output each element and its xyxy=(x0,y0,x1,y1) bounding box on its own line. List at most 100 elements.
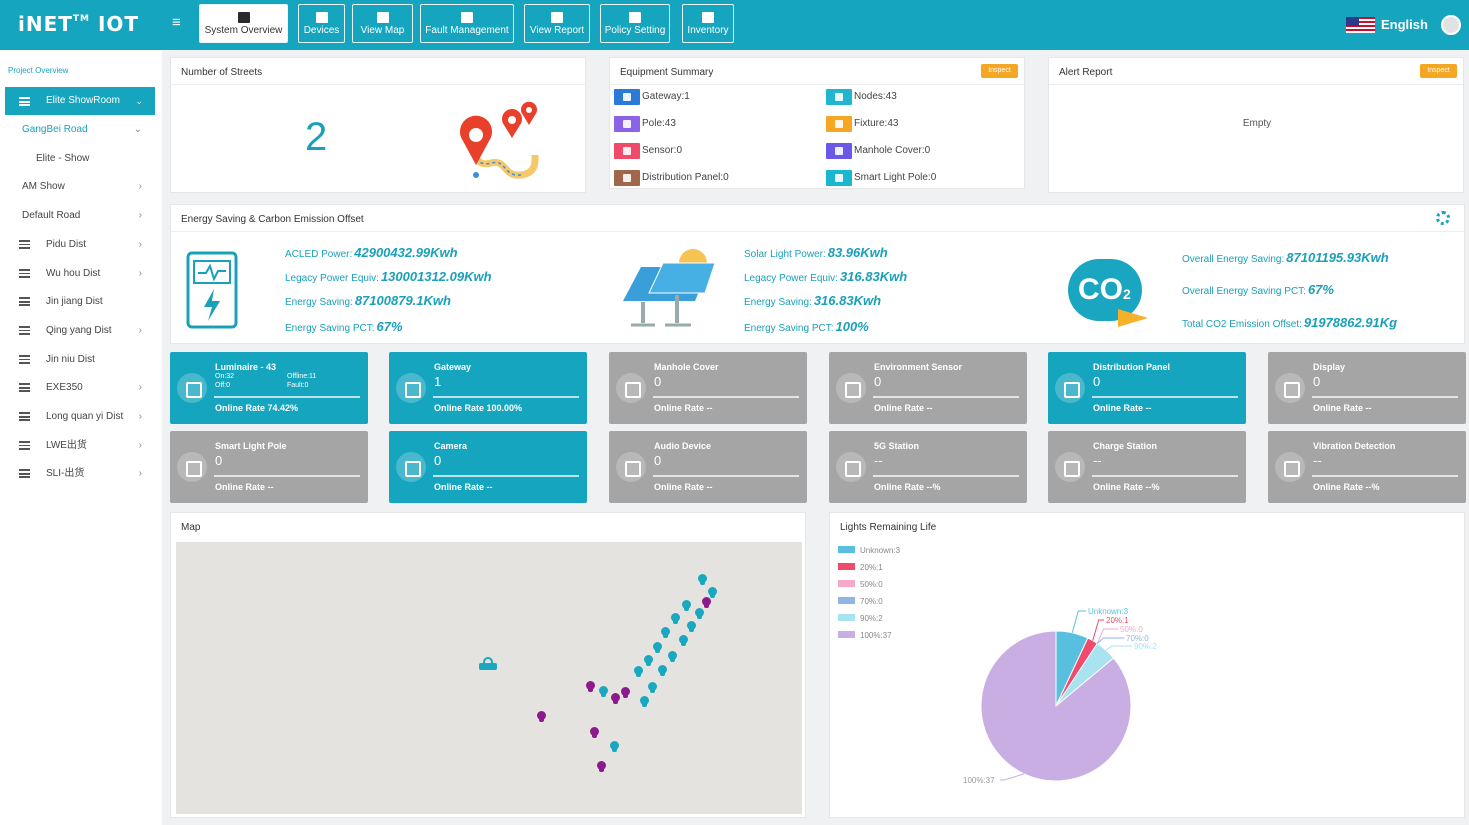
map-light-pin[interactable] xyxy=(611,693,620,704)
sidebar-item-elite-showroom[interactable]: Elite ShowRoom ⌄ xyxy=(5,87,155,115)
sidebar-item-default-road[interactable]: Default Road › xyxy=(0,206,162,226)
sidebar-item-sli[interactable]: SLI-出货 › xyxy=(0,464,162,484)
nav-view-map[interactable]: View Map xyxy=(352,4,413,43)
led-display-icon xyxy=(1275,373,1305,403)
map-light-pin[interactable] xyxy=(661,627,670,638)
language-selector[interactable]: English xyxy=(1381,17,1428,32)
map-light-pin[interactable] xyxy=(702,597,711,608)
sidebar-item-lwe[interactable]: LWE出货 › xyxy=(0,436,162,456)
map-light-pin[interactable] xyxy=(708,587,717,598)
tile-audio-device[interactable]: Audio Device 0 Online Rate -- xyxy=(609,431,807,503)
map-light-pin[interactable] xyxy=(597,761,606,772)
tile-camera[interactable]: Camera 0 Online Rate -- xyxy=(389,431,587,503)
tile-luminaire-43[interactable]: Luminaire - 43 On:32 Offline:11 Off:0 Fault:… xyxy=(170,352,368,424)
pie-label-line xyxy=(1096,628,1118,644)
tile-name: Manhole Cover xyxy=(654,362,719,372)
tile-name: Audio Device xyxy=(654,441,712,451)
pie-slice-100[interactable] xyxy=(980,630,1132,782)
sidebar-item-jin-jiang-dist[interactable]: Jin jiang Dist xyxy=(0,292,162,312)
legend-item[interactable]: 100%:37 xyxy=(838,631,892,641)
tile-divider xyxy=(214,475,360,477)
user-avatar[interactable] xyxy=(1441,15,1461,35)
map-light-pin[interactable] xyxy=(648,682,657,693)
tile-online-rate: Online Rate -- xyxy=(1093,403,1152,413)
us-flag-icon[interactable] xyxy=(1346,17,1375,33)
sidebar-item-exe350[interactable]: EXE350 › xyxy=(0,378,162,398)
legend-item[interactable]: 90%:2 xyxy=(838,614,883,624)
sensor-icon xyxy=(614,143,640,159)
nav-inventory[interactable]: Inventory xyxy=(682,4,734,43)
map-light-pin[interactable] xyxy=(621,687,630,698)
tile-environment-sensor[interactable]: Environment Sensor 0 Online Rate -- xyxy=(829,352,1027,424)
nav-devices[interactable]: Devices xyxy=(298,4,345,43)
tile-manhole-cover[interactable]: Manhole Cover 0 Online Rate -- xyxy=(609,352,807,424)
map-light-pin[interactable] xyxy=(634,666,643,677)
map-light-pin[interactable] xyxy=(537,711,546,722)
map-light-pin[interactable] xyxy=(599,686,608,697)
equipment-sensor[interactable]: Sensor:0 xyxy=(614,143,682,159)
equipment-distribution-panel[interactable]: Distribution Panel:0 xyxy=(614,170,729,186)
tile-5g-station[interactable]: 5G Station -- Online Rate --% xyxy=(829,431,1027,503)
equipment-label: Nodes:43 xyxy=(854,91,897,102)
tile-display[interactable]: Display 0 Online Rate -- xyxy=(1268,352,1466,424)
equipment-pole[interactable]: Pole:43 xyxy=(614,116,676,132)
legend-item[interactable]: 70%:0 xyxy=(838,597,883,607)
legend-item[interactable]: 50%:0 xyxy=(838,580,883,590)
nav-system-overview[interactable]: System Overview xyxy=(199,4,288,43)
map-canvas[interactable] xyxy=(176,542,802,814)
tile-online-rate: Online Rate 74.42% xyxy=(215,403,299,413)
route-pins-icon xyxy=(460,101,539,179)
settings-gear-icon[interactable] xyxy=(1436,211,1450,225)
sidebar-item-pidu-dist[interactable]: Pidu Dist › xyxy=(0,235,162,255)
menu-toggle-icon[interactable]: ≡ xyxy=(172,14,181,31)
map-light-pin[interactable] xyxy=(590,727,599,738)
5g-icon xyxy=(836,452,866,482)
card-title: Energy Saving & Carbon Emission Offset xyxy=(181,214,364,225)
tile-vibration-detection[interactable]: Vibration Detection -- Online Rate --% xyxy=(1268,431,1466,503)
equipment-gateway[interactable]: Gateway:1 xyxy=(614,89,690,105)
gateway-map-icon[interactable] xyxy=(479,657,497,671)
sidebar-item-elite-show[interactable]: Elite - Show xyxy=(0,149,162,169)
nav-view-report[interactable]: View Report xyxy=(524,4,590,43)
sidebar-item-jin-niu-dist[interactable]: Jin niu Dist xyxy=(0,350,162,370)
equipment-fixture[interactable]: Fixture:43 xyxy=(826,116,898,132)
sidebar-item-qing-yang-dist[interactable]: Qing yang Dist › xyxy=(0,321,162,341)
nav-label: System Overview xyxy=(204,25,283,36)
tile-smart-light-pole[interactable]: Smart Light Pole 0 Online Rate -- xyxy=(170,431,368,503)
equipment-nodes[interactable]: Nodes:43 xyxy=(826,89,897,105)
sidebar-item-long-quan-yi-dist[interactable]: Long quan yi Dist › xyxy=(0,407,162,427)
map-light-pin[interactable] xyxy=(682,600,691,611)
tile-charge-station[interactable]: Charge Station -- Online Rate --% xyxy=(1048,431,1246,503)
map-light-pin[interactable] xyxy=(653,642,662,653)
map-light-pin[interactable] xyxy=(640,696,649,707)
equipment-smart-light-pole[interactable]: Smart Light Pole:0 xyxy=(826,170,936,186)
legend-swatch xyxy=(838,614,855,622)
map-light-pin[interactable] xyxy=(644,655,653,666)
nav-fault-management[interactable]: Fault Management xyxy=(420,4,514,43)
inspect-button[interactable]: Inspect xyxy=(1420,64,1457,78)
tile-value: 0 xyxy=(1093,374,1101,389)
remaining-life-card: Lights Remaining Life Unknown:3 20%:1 50%:… xyxy=(829,512,1465,818)
inspect-button[interactable]: Inspect xyxy=(981,64,1018,78)
map-light-pin[interactable] xyxy=(687,621,696,632)
map-light-pin[interactable] xyxy=(668,651,677,662)
sidebar-item-am-show[interactable]: AM Show › xyxy=(0,177,162,197)
map-light-pin[interactable] xyxy=(695,608,704,619)
sidebar-item-gangbei-road[interactable]: GangBei Road ⌄ xyxy=(0,120,162,140)
tile-value: 0 xyxy=(654,453,662,468)
map-light-pin[interactable] xyxy=(586,681,595,692)
tile-gateway[interactable]: Gateway 1 Online Rate 100.00% xyxy=(389,352,587,424)
map-light-pin[interactable] xyxy=(679,635,688,646)
tile-distribution-panel[interactable]: Distribution Panel 0 Online Rate -- xyxy=(1048,352,1246,424)
nav-policy-setting[interactable]: Policy Setting xyxy=(600,4,670,43)
equipment-manhole-cover[interactable]: Manhole Cover:0 xyxy=(826,143,930,159)
sidebar-item-wu-hou-dist[interactable]: Wu hou Dist › xyxy=(0,264,162,284)
map-light-pin[interactable] xyxy=(658,665,667,676)
map-light-pin[interactable] xyxy=(671,613,680,624)
legend-item[interactable]: 20%:1 xyxy=(838,563,883,573)
tile-online-rate: Online Rate --% xyxy=(1093,482,1160,492)
map-light-pin[interactable] xyxy=(610,741,619,752)
speaker-icon xyxy=(616,452,646,482)
legend-item[interactable]: Unknown:3 xyxy=(838,546,900,556)
map-light-pin[interactable] xyxy=(698,574,707,585)
